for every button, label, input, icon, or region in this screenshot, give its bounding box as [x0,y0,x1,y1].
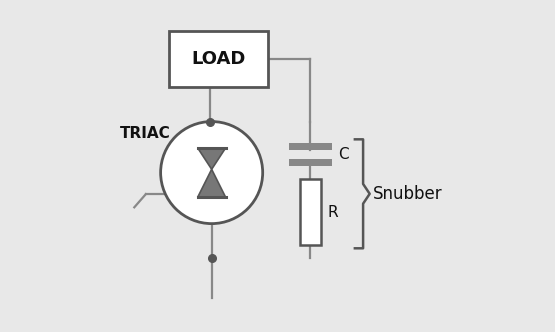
Text: R: R [327,205,339,220]
Text: TRIAC: TRIAC [119,125,170,140]
FancyBboxPatch shape [289,159,332,166]
FancyBboxPatch shape [169,31,268,87]
Circle shape [160,122,263,224]
Text: LOAD: LOAD [191,50,245,68]
Text: C: C [339,147,349,162]
Polygon shape [198,148,226,169]
FancyBboxPatch shape [289,143,332,150]
Polygon shape [198,169,226,197]
Text: Snubber: Snubber [373,185,442,203]
FancyBboxPatch shape [300,180,321,245]
